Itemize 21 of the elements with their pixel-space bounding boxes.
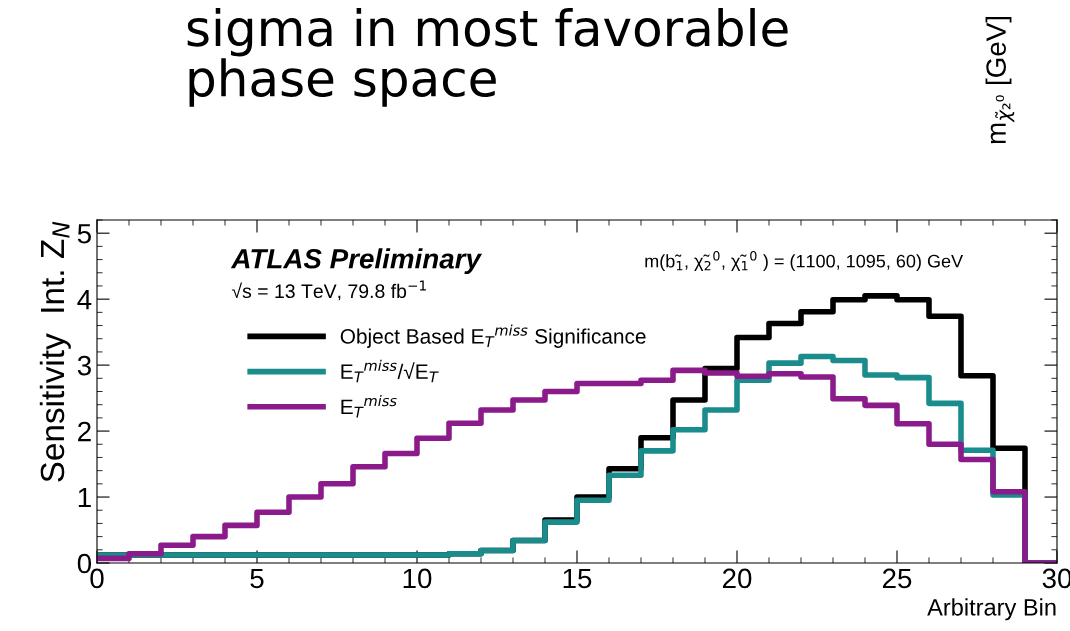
y-tick-label: 4 (77, 290, 92, 310)
x-tick-label: 5 (250, 568, 264, 589)
x-tick-label: 10 (403, 568, 432, 589)
legend-label: Object Based E$_{T}$$^{miss}$ Significance (340, 324, 646, 348)
y-tick-label: 2 (78, 421, 91, 442)
annotation: √s = 13 TeV, 79.8 fb$^{−1}$ (231, 280, 426, 301)
legend-label: E$_{T}$$^{miss}$/√E$_{T}$ (341, 359, 439, 383)
legend-label: E$_{T}$$^{miss}$ (341, 394, 397, 418)
x-tick-label: 25 (882, 568, 912, 589)
y-tick-label: 0 (77, 553, 92, 574)
y-tick-label: 1 (78, 487, 91, 508)
annotation: ATLAS Preliminary (230, 248, 483, 275)
text: m(b̃$_{1}$, χ̃$_{2}$$^{0}$, χ̃$_{1}$$^{0}$ ) = (1100, 1095, 60) GeV (645, 251, 964, 272)
x-tick-label: 20 (722, 568, 752, 589)
y-tick-label: 3 (77, 355, 91, 376)
chart-title: sigma in most favorable phase space (187, 8, 788, 107)
y-tick-label: 5 (77, 224, 91, 244)
y-axis-title: Sensitivity Int. Z$_{N}$ (39, 221, 71, 482)
x-tick-label: 15 (563, 568, 592, 589)
x-axis-title: Arbitrary Bin (927, 598, 1056, 621)
text: m$_{χ̃₂⁰}$ [GeV] (985, 16, 1015, 144)
